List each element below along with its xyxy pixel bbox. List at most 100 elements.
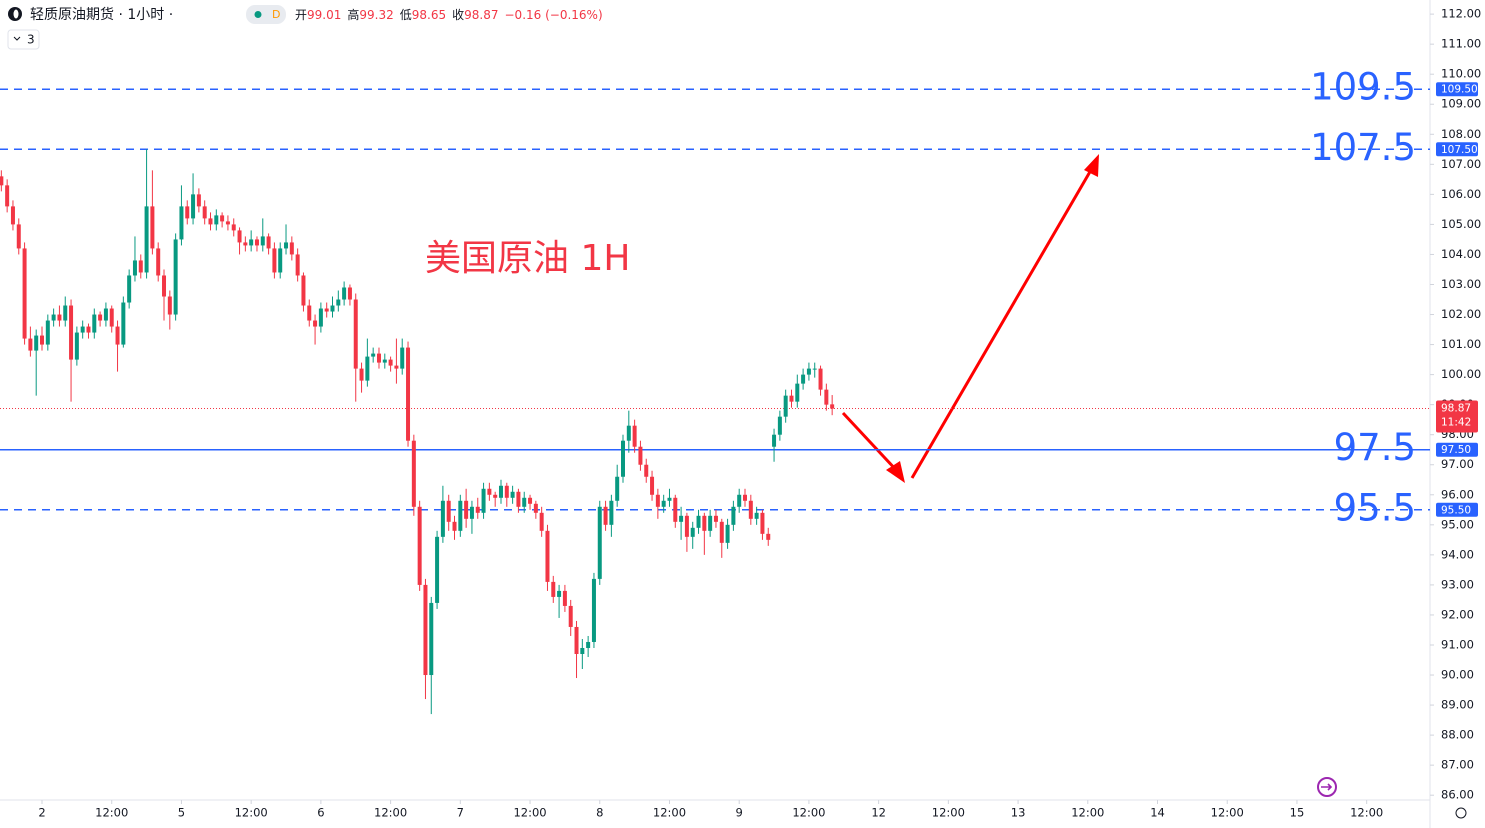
candle-body (568, 605, 573, 627)
last-price-label: 98.87 (1441, 403, 1471, 415)
level-label: 95.5 (1334, 486, 1416, 529)
candle-body (371, 353, 376, 357)
level-tag (1436, 142, 1478, 157)
candle-body (132, 260, 137, 276)
candle-body (580, 647, 585, 654)
candle-body (498, 485, 503, 498)
candle-body (574, 626, 579, 654)
candle-body (34, 335, 39, 351)
level-tag-label: 107.50 (1441, 144, 1478, 156)
level-tag (1436, 82, 1478, 97)
candle-body (411, 440, 416, 507)
candle-body (406, 347, 411, 441)
candle-body (812, 368, 817, 370)
arrow-head (1084, 154, 1099, 177)
stat-value: 98.65 (412, 8, 446, 22)
candle-body (806, 368, 811, 375)
candle-body (435, 536, 440, 603)
level-tag-label: 95.50 (1441, 504, 1471, 516)
candle-body (789, 395, 794, 402)
badge-dot (254, 11, 262, 18)
y-tick-label: 109.00 (1441, 97, 1481, 111)
candle-body (249, 239, 254, 246)
candle-body (353, 299, 358, 369)
candle-body (301, 275, 306, 306)
y-tick-label: 97.00 (1441, 457, 1474, 471)
candle-body (156, 248, 161, 276)
level-label: 97.5 (1334, 426, 1416, 469)
interval-count: 3 (27, 33, 35, 47)
candle-body (144, 206, 149, 273)
candle-body (777, 416, 782, 435)
settings-icon[interactable] (1455, 807, 1467, 819)
candle-body (63, 305, 68, 321)
candle-body (766, 533, 771, 540)
symbol-icon-inner (13, 9, 19, 19)
candle-body (783, 395, 788, 417)
candle-body (696, 515, 701, 528)
candle-body (208, 218, 213, 225)
candle-body (533, 503, 538, 513)
stat-label: 开 (295, 8, 307, 22)
y-tick-label: 101.00 (1441, 337, 1481, 351)
candle-body (719, 521, 724, 543)
candle-body (638, 446, 643, 465)
y-tick-label: 89.00 (1441, 698, 1474, 712)
arrows (841, 154, 1099, 483)
candle-body (417, 506, 422, 585)
badge-label: D (272, 8, 280, 21)
chart-title: 轻质原油期货 · 1小时 · (30, 6, 173, 23)
candle-body (626, 425, 631, 441)
candle-body (423, 584, 428, 676)
candle-body (446, 500, 451, 522)
candle-body (51, 314, 56, 321)
x-tick-label: 12:00 (932, 806, 965, 820)
replay-icon[interactable] (1317, 777, 1337, 797)
stat-label: 高 (347, 7, 359, 22)
candle-body (708, 515, 713, 531)
candle-body (760, 512, 765, 534)
candle-body (772, 434, 777, 447)
y-tick-label: 104.00 (1441, 247, 1481, 261)
candle-body (597, 506, 602, 579)
candle-body (632, 425, 637, 447)
y-tick-label: 91.00 (1441, 637, 1474, 651)
candle-body (173, 239, 178, 315)
collapse-button[interactable] (7, 29, 40, 50)
candle-body (330, 305, 335, 312)
candle-body (284, 242, 289, 249)
candle-body (684, 515, 689, 537)
candle-body (318, 308, 323, 327)
candle-body (487, 488, 492, 495)
candle-body (214, 215, 219, 225)
candle-body (202, 206, 207, 219)
candle-body (28, 338, 33, 351)
badge[interactable] (246, 5, 286, 24)
last-price-time: 11:42 (1441, 417, 1471, 429)
candle-body (45, 320, 50, 345)
candle-body (295, 254, 300, 276)
candle-body (510, 491, 515, 498)
candle-body (5, 185, 10, 207)
candle-body (388, 359, 393, 366)
candle-body (86, 326, 91, 333)
candle-body (667, 497, 672, 501)
candle-body (220, 215, 225, 222)
x-tick-label: 5 (178, 806, 185, 820)
stat-value: −0.16 (−0.16%) (505, 8, 603, 22)
y-tick-label: 100.00 (1441, 367, 1481, 381)
x-tick-label: 12:00 (513, 806, 546, 820)
x-tick-label: 7 (457, 806, 464, 820)
candle-body (191, 194, 196, 219)
candle-body (40, 335, 45, 345)
stat-value: 98.87 (464, 8, 498, 22)
candle-body (225, 221, 230, 225)
candle-body (138, 260, 143, 273)
candle-body (661, 500, 666, 507)
candle-body (557, 590, 562, 597)
candle-body (539, 512, 544, 531)
candle-body (162, 275, 167, 297)
candle-body (725, 524, 730, 543)
